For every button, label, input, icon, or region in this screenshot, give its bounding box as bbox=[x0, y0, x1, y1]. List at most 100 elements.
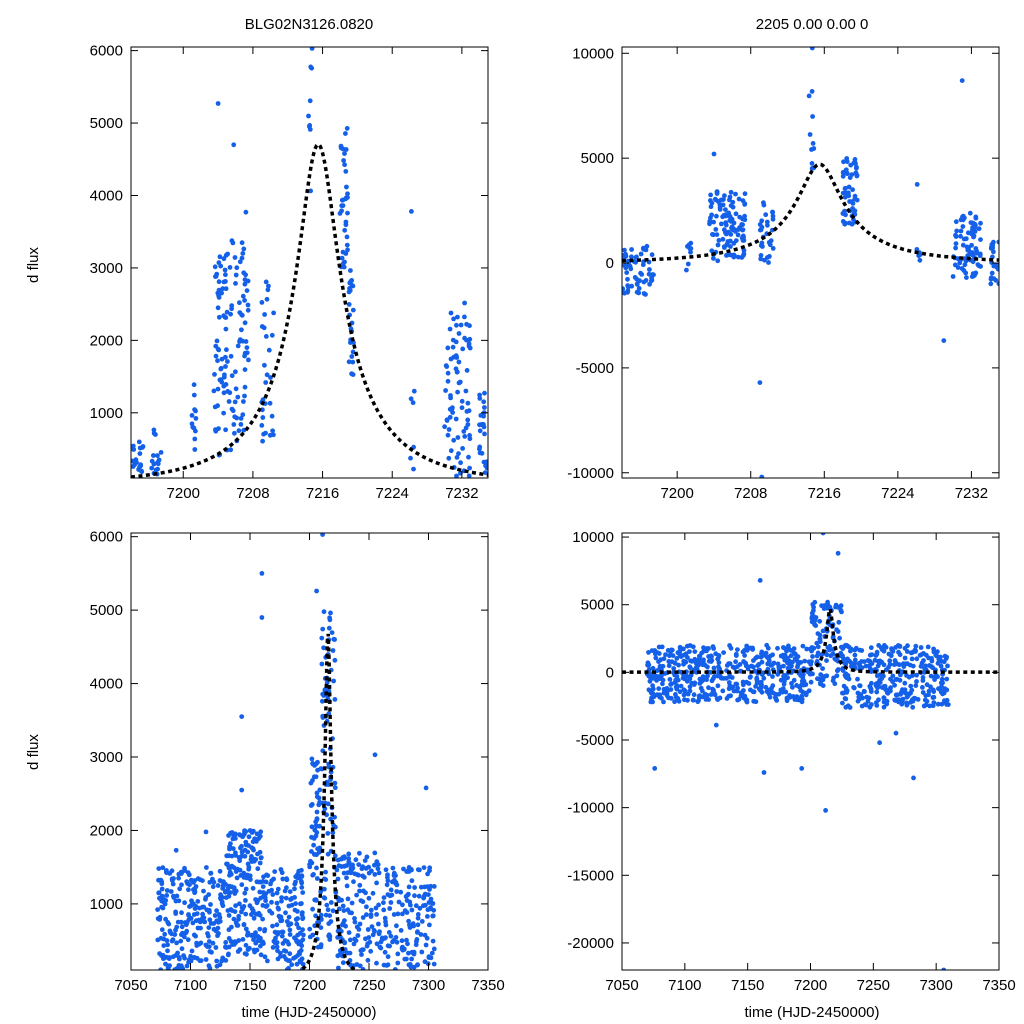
data-point bbox=[800, 643, 806, 649]
data-point bbox=[638, 251, 644, 257]
x-tick-label: 7100 bbox=[668, 977, 701, 994]
data-point bbox=[262, 928, 267, 934]
data-point bbox=[239, 312, 245, 318]
data-point bbox=[640, 245, 646, 251]
data-point bbox=[159, 879, 165, 885]
panel-bottom-right: 7050 7100 7150 7200 7250 7300 7350 -20000 -15000… bbox=[567, 529, 1015, 994]
data-point bbox=[622, 247, 627, 253]
data-point bbox=[414, 939, 419, 944]
data-point bbox=[425, 871, 430, 877]
data-point bbox=[458, 460, 463, 466]
data-point bbox=[345, 210, 350, 216]
data-point bbox=[237, 300, 242, 306]
data-point bbox=[820, 628, 826, 634]
data-point bbox=[636, 286, 642, 291]
data-point bbox=[634, 254, 639, 260]
data-point bbox=[444, 418, 450, 423]
data-point bbox=[788, 653, 794, 659]
data-point bbox=[294, 921, 300, 927]
data-point bbox=[330, 830, 336, 836]
data-point bbox=[723, 212, 729, 218]
data-point bbox=[298, 948, 304, 953]
data-point bbox=[853, 645, 859, 651]
data-point bbox=[462, 300, 467, 306]
outlier-point bbox=[761, 770, 767, 775]
data-point bbox=[416, 893, 422, 899]
data-point bbox=[310, 778, 315, 783]
data-point bbox=[296, 874, 301, 879]
outlier-point bbox=[893, 730, 899, 736]
data-point bbox=[344, 184, 349, 190]
data-point bbox=[167, 871, 173, 876]
data-point bbox=[921, 658, 926, 663]
data-point bbox=[247, 828, 253, 833]
data-point bbox=[233, 850, 238, 856]
data-point bbox=[212, 913, 218, 918]
data-point bbox=[791, 677, 797, 683]
data-point bbox=[897, 644, 903, 649]
data-point bbox=[244, 951, 249, 957]
data-point bbox=[810, 141, 816, 146]
data-point bbox=[332, 657, 338, 663]
data-point bbox=[314, 865, 319, 871]
data-point bbox=[939, 684, 944, 689]
x-tick-label: 7224 bbox=[881, 485, 914, 502]
data-point bbox=[196, 941, 202, 947]
data-point bbox=[342, 151, 347, 157]
data-point bbox=[926, 688, 932, 694]
data-point bbox=[806, 93, 812, 99]
data-point bbox=[261, 941, 266, 946]
data-point bbox=[786, 643, 791, 649]
data-point bbox=[214, 958, 220, 964]
data-point bbox=[383, 922, 389, 928]
data-point bbox=[849, 172, 855, 178]
data-point bbox=[634, 282, 640, 287]
data-point bbox=[634, 289, 640, 295]
data-point bbox=[922, 666, 928, 672]
data-point bbox=[844, 159, 850, 165]
data-point bbox=[188, 958, 194, 964]
data-point bbox=[736, 196, 742, 202]
data-point bbox=[269, 899, 274, 905]
data-point bbox=[241, 904, 247, 909]
data-point bbox=[716, 673, 722, 678]
data-point bbox=[217, 254, 223, 260]
data-point bbox=[701, 645, 706, 651]
data-point bbox=[643, 278, 649, 283]
data-point bbox=[647, 267, 652, 272]
data-point bbox=[407, 922, 412, 928]
data-point bbox=[161, 936, 167, 942]
data-point bbox=[790, 684, 795, 690]
data-point bbox=[854, 172, 860, 178]
data-point bbox=[275, 956, 281, 962]
data-point bbox=[661, 699, 666, 705]
data-point bbox=[349, 910, 354, 916]
data-point bbox=[234, 415, 240, 421]
data-point bbox=[168, 889, 174, 894]
data-point bbox=[868, 645, 874, 651]
data-point bbox=[884, 701, 890, 707]
data-point bbox=[195, 876, 201, 882]
data-point bbox=[833, 604, 838, 610]
data-point bbox=[687, 649, 692, 654]
data-point bbox=[677, 653, 683, 658]
x-tick-label: 7150 bbox=[731, 977, 764, 994]
data-point bbox=[834, 627, 839, 633]
data-point bbox=[958, 228, 964, 234]
data-point bbox=[233, 869, 239, 874]
data-point bbox=[727, 238, 733, 244]
data-point bbox=[869, 702, 874, 707]
data-point bbox=[189, 413, 195, 418]
data-point bbox=[450, 344, 456, 350]
y-tick-label: -5000 bbox=[576, 732, 614, 749]
data-point bbox=[773, 695, 779, 701]
data-point bbox=[712, 196, 718, 202]
data-point bbox=[346, 859, 352, 865]
data-point bbox=[429, 950, 435, 956]
data-point bbox=[264, 296, 270, 302]
data-point bbox=[930, 665, 936, 671]
data-point bbox=[243, 886, 249, 892]
data-point bbox=[667, 677, 673, 682]
data-point bbox=[293, 901, 298, 906]
